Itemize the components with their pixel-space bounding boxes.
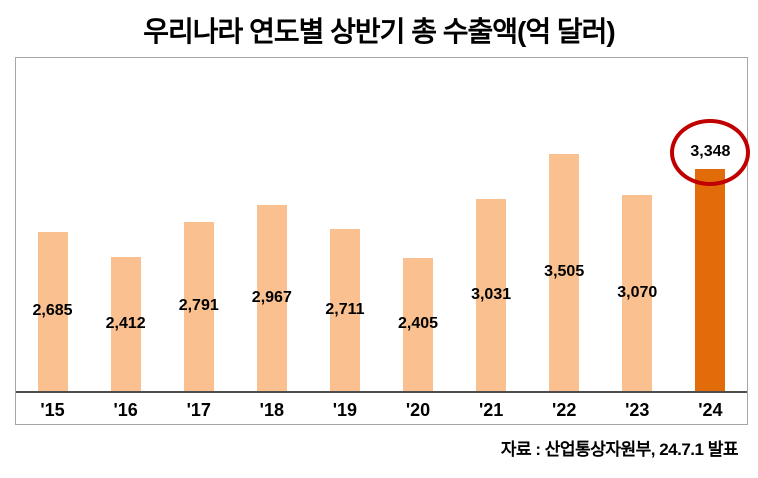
bar-value-label: 2,711: [325, 301, 365, 318]
bar-column: 2,685: [16, 58, 89, 391]
x-tick-label: '24: [698, 400, 723, 420]
bar-column: 2,405: [381, 58, 454, 391]
bar-column: 2,791: [162, 58, 235, 391]
x-tick-label: '18: [259, 400, 284, 420]
x-tick-label: '20: [405, 400, 431, 420]
bar: [329, 229, 360, 391]
x-tick-label: '21: [478, 400, 504, 420]
bar-column: 2,412: [89, 58, 162, 391]
bar: [183, 222, 214, 391]
bar-column: 2,967: [235, 58, 308, 391]
bar-column: 3,348: [670, 58, 751, 391]
x-tick-label: '19: [332, 400, 358, 420]
x-axis: '15 '16 '17 '18 '19 '20 '21 '22 '23 '24: [16, 395, 747, 424]
source-note: 자료 : 산업통상자원부, 24.7.1 발표: [500, 440, 739, 459]
bar: [256, 205, 287, 391]
x-tick-label: '15: [40, 400, 65, 420]
bar: [403, 258, 434, 391]
bar-value-label: 2,685: [32, 302, 73, 319]
bar-column: 2,711: [308, 58, 381, 391]
bar-value-label: 2,791: [178, 297, 219, 314]
plot-area: 2,685 2,412 2,791 2,967 2,711 2,405 3,031 3,505…: [16, 58, 751, 393]
bar-column: 3,070: [601, 58, 674, 391]
x-tick-label: '17: [186, 400, 211, 420]
x-tick-label: '16: [113, 400, 138, 420]
bar: [110, 257, 141, 391]
bar-value-label: 2,405: [397, 315, 439, 332]
bar-value-label: 3,070: [617, 284, 658, 301]
chart-area: 2,685 2,412 2,791 2,967 2,711 2,405 3,031 3,505…: [15, 57, 751, 425]
bar-value-label: 2,412: [105, 315, 146, 332]
bar-value-label: 3,031: [471, 286, 512, 303]
bar-value-label: 3,505: [544, 263, 585, 280]
bar-value-label: 3,348: [690, 143, 731, 160]
bar: [549, 154, 580, 391]
x-tick-label: '23: [625, 400, 650, 420]
bar-column: 3,031: [455, 58, 528, 391]
bar: [622, 195, 653, 391]
bar: [476, 199, 507, 391]
x-tick-label: '22: [552, 400, 577, 420]
highlight-circle-annotation: [670, 119, 751, 186]
bar-highlighted: [695, 169, 726, 391]
bar-column: 3,505: [528, 58, 601, 391]
bar: [37, 232, 68, 391]
chart-title: 우리나라 연도별 상반기 총 수출액(억 달러): [143, 16, 615, 47]
bar-value-label: 2,967: [251, 289, 292, 306]
